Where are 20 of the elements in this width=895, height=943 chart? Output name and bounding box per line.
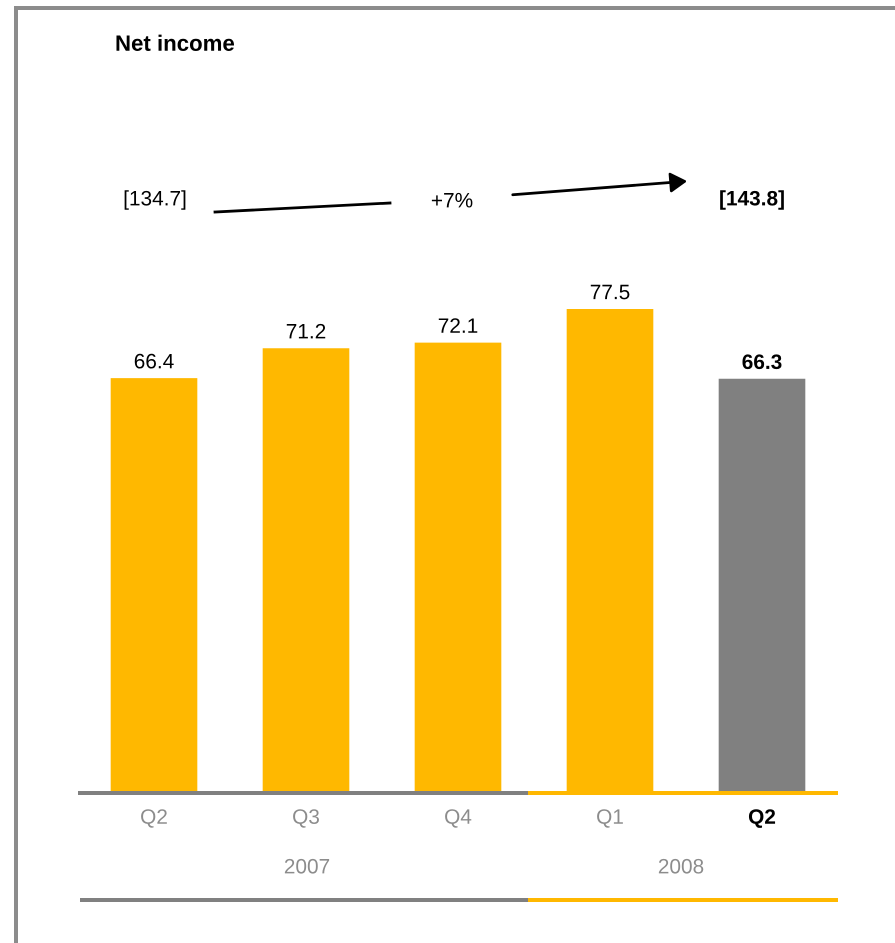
data-label: 72.1 <box>438 318 478 333</box>
text: 2008 <box>658 858 704 874</box>
x-tick-label: Q2 <box>141 809 167 828</box>
x-tick-label: Q3 <box>293 809 319 828</box>
bar <box>414 342 502 792</box>
chart-title: Net income <box>116 34 234 51</box>
data-label: 66.4 <box>134 354 174 369</box>
text: 2007 <box>284 858 330 874</box>
bar <box>110 378 198 792</box>
x-tick-label: Q4 <box>445 809 472 828</box>
text: [134.7] <box>124 190 186 210</box>
text: [143.8] <box>720 190 784 210</box>
data-label: 66.3 <box>742 354 782 370</box>
data-label: 71.2 <box>286 324 326 338</box>
x-tick-label: Q2 <box>748 809 776 828</box>
text: +7% <box>432 192 472 208</box>
bar <box>262 348 350 792</box>
bar <box>718 378 806 792</box>
x-tick-label: Q1 <box>597 809 623 828</box>
data-label: 77.5 <box>590 284 630 300</box>
